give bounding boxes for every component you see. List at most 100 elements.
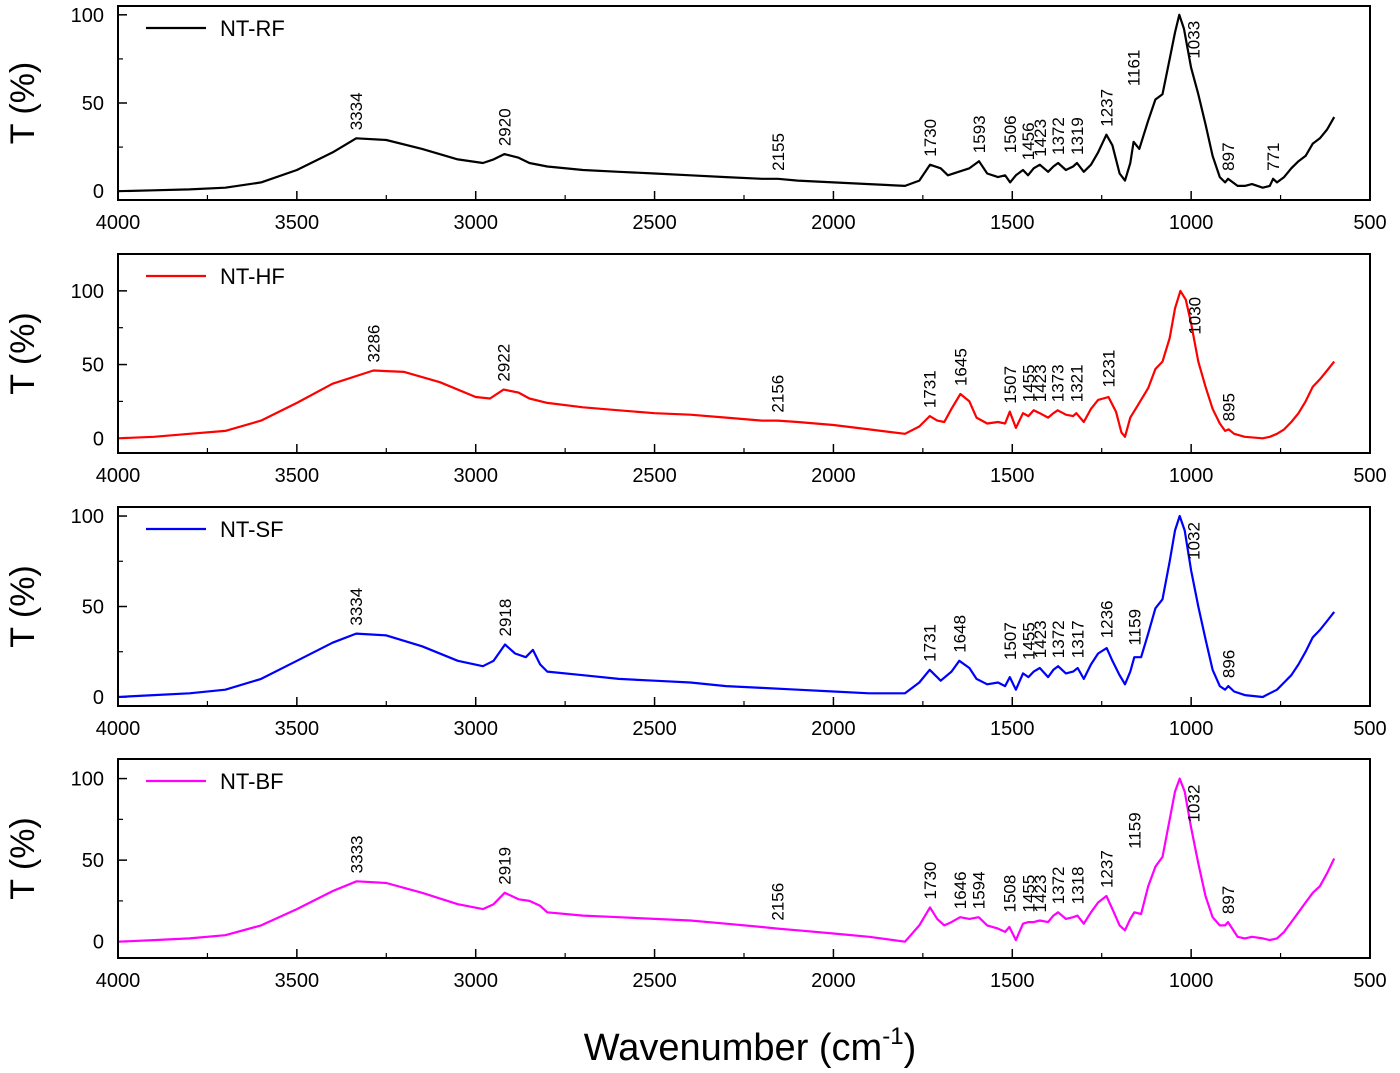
peak-label: 1231 bbox=[1100, 350, 1119, 388]
x-tick-label: 2000 bbox=[811, 718, 856, 740]
x-tick-label: 2000 bbox=[811, 465, 856, 487]
x-tick-label: 2000 bbox=[811, 212, 856, 234]
peak-label: 1594 bbox=[970, 871, 989, 909]
peak-label: 1593 bbox=[970, 115, 989, 153]
peak-label: 1319 bbox=[1068, 117, 1087, 155]
panel-nt-bf: 4000 3500 3000 2500 2000 1500 1000 500 0 50 100 T (… bbox=[4, 758, 1387, 992]
y-tick-label: 50 bbox=[82, 93, 104, 115]
y-axis-label: T (%) bbox=[4, 817, 42, 899]
x-tick-label: 3000 bbox=[453, 970, 498, 992]
x-tick-label: 4000 bbox=[96, 970, 141, 992]
x-tick-label: 500 bbox=[1353, 718, 1386, 740]
peak-label: 895 bbox=[1220, 393, 1239, 421]
peak-label: 1372 bbox=[1049, 866, 1068, 904]
peak-label: 1455 bbox=[1019, 875, 1038, 913]
x-tick-label: 4000 bbox=[96, 465, 141, 487]
plot-frame bbox=[117, 506, 1371, 707]
peak-label: 1032 bbox=[1185, 785, 1204, 823]
peak-label: 771 bbox=[1264, 142, 1283, 170]
x-axis-label-close: ) bbox=[904, 1027, 917, 1069]
plot-frame bbox=[117, 253, 1371, 454]
x-tick-label: 1000 bbox=[1169, 212, 1214, 234]
x-tick-label: 3500 bbox=[275, 718, 320, 740]
legend-label: NT-SF bbox=[220, 517, 284, 542]
peak-label: 1730 bbox=[921, 119, 940, 157]
x-tick-label: 500 bbox=[1353, 970, 1386, 992]
panel-nt-hf: 4000 3500 3000 2500 2000 1500 1000 500 0 50 100 T (… bbox=[4, 253, 1387, 487]
peak-label: 3333 bbox=[348, 836, 367, 874]
peak-label: 1455 bbox=[1019, 622, 1038, 660]
peak-label: 2922 bbox=[495, 344, 514, 382]
y-axis-label: T (%) bbox=[4, 62, 42, 144]
y-tick-label: 100 bbox=[71, 506, 104, 528]
x-axis-label: Wavenumber (cm-1) bbox=[584, 1023, 916, 1069]
y-tick-label: 0 bbox=[93, 181, 104, 203]
peak-label: 1159 bbox=[1125, 812, 1144, 849]
y-tick-label: 50 bbox=[82, 850, 104, 872]
peak-label: 1372 bbox=[1049, 117, 1068, 155]
y-tick-label: 0 bbox=[93, 932, 104, 954]
x-tick-label: 2500 bbox=[632, 465, 677, 487]
x-tick-label: 2500 bbox=[632, 718, 677, 740]
x-axis-label-superscript: -1 bbox=[882, 1023, 903, 1050]
x-tick-label: 1000 bbox=[1169, 465, 1214, 487]
peak-label: 3334 bbox=[347, 92, 366, 130]
peak-label: 1645 bbox=[951, 348, 970, 386]
peak-label: 897 bbox=[1219, 142, 1238, 170]
y-tick-label: 50 bbox=[82, 355, 104, 377]
panel-nt-rf: 4000 3500 3000 2500 2000 1500 1000 500 0 50 100 T (… bbox=[4, 5, 1387, 234]
x-tick-label: 1000 bbox=[1169, 970, 1214, 992]
plot-frame bbox=[117, 5, 1371, 201]
x-tick-label: 2500 bbox=[632, 212, 677, 234]
x-tick-label: 4000 bbox=[96, 718, 141, 740]
x-tick-label: 3000 bbox=[453, 718, 498, 740]
peak-label: 1159 bbox=[1125, 609, 1144, 646]
peak-label: 1161 bbox=[1125, 50, 1144, 87]
series-line-nt-rf bbox=[117, 13, 1336, 193]
peak-label: 1731 bbox=[921, 624, 940, 662]
y-tick-label: 100 bbox=[71, 5, 104, 27]
peak-label: 1646 bbox=[951, 871, 970, 909]
peak-label: 1030 bbox=[1185, 297, 1204, 335]
peak-label: 1648 bbox=[950, 615, 969, 653]
peak-label: 3334 bbox=[347, 588, 366, 626]
x-tick-label: 3500 bbox=[275, 970, 320, 992]
x-tick-label: 4000 bbox=[96, 212, 141, 234]
peak-label: 1237 bbox=[1097, 850, 1116, 888]
peak-label: 1423 bbox=[1031, 875, 1050, 913]
peak-label: 1730 bbox=[921, 862, 940, 900]
peak-label: 1423 bbox=[1031, 364, 1050, 402]
peak-label: 1237 bbox=[1097, 89, 1116, 127]
y-tick-label: 0 bbox=[93, 687, 104, 709]
x-tick-label: 1500 bbox=[990, 212, 1035, 234]
y-axis-label: T (%) bbox=[4, 565, 42, 647]
peak-label: 1731 bbox=[921, 370, 940, 408]
y-tick-label: 50 bbox=[82, 597, 104, 619]
peak-label: 1506 bbox=[1001, 115, 1020, 153]
x-tick-label: 500 bbox=[1353, 212, 1386, 234]
peak-label: 1423 bbox=[1031, 119, 1050, 157]
x-tick-label: 3500 bbox=[275, 212, 320, 234]
y-tick-label: 100 bbox=[71, 769, 104, 791]
peak-label: 2156 bbox=[769, 375, 788, 413]
peak-label: 1318 bbox=[1068, 866, 1087, 904]
x-tick-label: 3500 bbox=[275, 465, 320, 487]
x-tick-label: 500 bbox=[1353, 465, 1386, 487]
peak-label: 897 bbox=[1219, 886, 1238, 914]
legend-label: NT-HF bbox=[220, 264, 285, 289]
plot-frame bbox=[117, 758, 1371, 959]
peak-label: 896 bbox=[1219, 650, 1238, 678]
x-tick-label: 2000 bbox=[811, 970, 856, 992]
x-tick-label: 1500 bbox=[990, 465, 1035, 487]
peak-label: 3286 bbox=[364, 325, 383, 363]
y-tick-label: 100 bbox=[71, 281, 104, 303]
y-axis-label: T (%) bbox=[4, 312, 42, 394]
peak-label: 1507 bbox=[1001, 366, 1020, 404]
peak-label: 1032 bbox=[1185, 522, 1204, 560]
peak-label: 2920 bbox=[495, 108, 514, 146]
series-line-nt-sf bbox=[117, 514, 1336, 699]
peak-label: 1321 bbox=[1067, 364, 1086, 402]
series-line-nt-bf bbox=[117, 777, 1336, 943]
